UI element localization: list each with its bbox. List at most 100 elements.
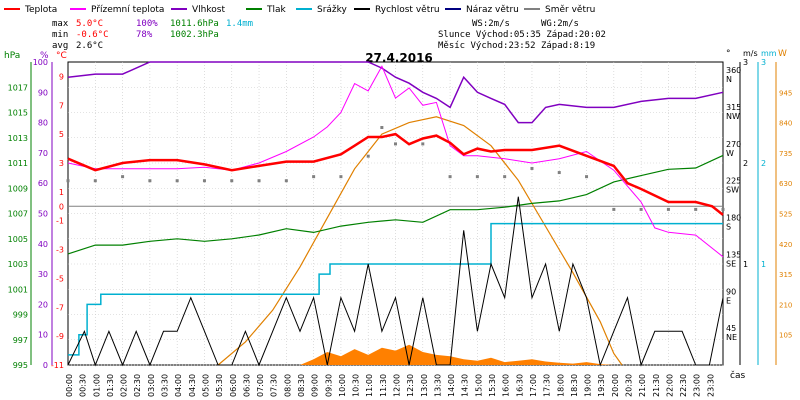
tick-x-41: 20:30	[624, 374, 633, 397]
tick-solar-0: 945	[779, 89, 792, 97]
legend-label-2: Vlhkost	[192, 5, 225, 15]
tick-hpa-2: 1013	[8, 134, 28, 143]
wind-dir-point-11	[366, 154, 370, 158]
tick-x-36: 18:00	[556, 374, 565, 397]
tick-x-11: 05:30	[215, 374, 224, 397]
wind-dir-point-3	[148, 179, 152, 183]
stat-max-hum: 100%	[136, 19, 158, 29]
tick-dir-1: 315	[726, 103, 741, 112]
legend-label-1: Přízemní teplota	[91, 5, 164, 15]
tick-x-33: 16:30	[515, 374, 524, 397]
tick-x-42: 21:00	[638, 374, 647, 397]
stat-max-label: max	[52, 19, 69, 29]
legend-label-5: Rychlost větru	[375, 5, 440, 15]
tick-pct-8: 20	[38, 300, 48, 309]
wind-dir-point-14	[421, 142, 425, 146]
wind-dir-point-7	[257, 179, 261, 183]
tick-dir-name-0: N	[726, 75, 732, 84]
tick-x-24: 12:00	[393, 374, 402, 397]
wind-dir-point-6	[230, 179, 234, 183]
series-humidity	[67, 61, 724, 124]
axis-hpa-label: hPa	[4, 51, 20, 61]
stat-min-hum: 78%	[136, 30, 153, 40]
tick-x-20: 10:00	[338, 374, 347, 397]
axis-x-label: čas	[730, 370, 745, 381]
series-solar-theoretical	[217, 116, 623, 366]
wind-dir-point-17	[503, 175, 507, 179]
axis-pct-label: %	[40, 51, 49, 61]
tick-x-43: 21:30	[652, 374, 661, 397]
tick-dir-name-4: S	[726, 223, 731, 232]
tick-dir-6: 90	[726, 287, 736, 296]
stat-ws: WS:2m/s	[472, 19, 510, 29]
stat-max-press: 1011.6hPa	[170, 19, 219, 29]
tick-solar-5: 420	[779, 241, 792, 249]
tick-hpa-5: 1007	[8, 210, 28, 219]
axis-solar-label: W	[778, 49, 787, 59]
series-ground-temp	[67, 65, 724, 258]
tick-x-9: 04:30	[188, 374, 197, 397]
stat-avg-label: avg	[52, 41, 68, 51]
tick-hpa-9: 999	[13, 311, 28, 320]
tick-solar-1: 840	[779, 120, 792, 128]
tick-x-46: 23:00	[693, 374, 702, 397]
tick-x-0: 00:00	[65, 374, 74, 397]
wind-dir-point-22	[639, 207, 643, 211]
tick-hpa-3: 1011	[8, 159, 28, 168]
tick-solar-4: 525	[779, 211, 792, 219]
tick-solar-8: 105	[779, 332, 792, 340]
series-pressure	[67, 154, 724, 255]
tick-hpa-10: 997	[13, 336, 28, 345]
tick-temp-0: 9	[59, 72, 64, 81]
tick-x-21: 10:30	[352, 374, 361, 397]
tick-dir-name-3: SW	[726, 186, 739, 195]
tick-x-27: 13:30	[433, 374, 442, 397]
tick-x-14: 07:00	[256, 374, 265, 397]
tick-dir-name-7: NE	[726, 333, 737, 342]
tick-x-18: 09:00	[311, 374, 320, 397]
wind-dir-point-21	[612, 207, 616, 211]
tick-x-10: 05:00	[201, 374, 210, 397]
tick-rain-0: 3	[761, 58, 766, 67]
wind-dir-point-18	[530, 166, 534, 170]
tick-dir-name-1: NW	[726, 112, 740, 121]
legend-label-7: Směr větru	[545, 5, 595, 15]
tick-dir-3: 225	[726, 177, 741, 186]
tick-x-7: 03:30	[161, 374, 170, 397]
wind-dir-point-20	[585, 175, 589, 179]
stat-moon: Měsíc Východ:23:52 Západ:8:19	[438, 41, 595, 51]
tick-solar-3: 630	[779, 180, 792, 188]
tick-x-31: 15:30	[488, 374, 497, 397]
wind-dir-point-4	[175, 179, 179, 183]
tick-dir-0: 360	[726, 66, 741, 75]
tick-x-26: 13:00	[420, 374, 429, 397]
tick-pct-2: 80	[38, 119, 48, 128]
tick-hpa-7: 1003	[8, 260, 28, 269]
tick-dir-name-2: W	[726, 149, 734, 158]
tick-temp-10: -9	[56, 332, 64, 341]
tick-hpa-11: 995	[13, 361, 28, 370]
tick-temp-8: -5	[56, 274, 64, 283]
series-layer	[66, 61, 725, 367]
tick-temp-1: 7	[59, 101, 64, 110]
tick-pct-5: 50	[38, 210, 48, 219]
tick-x-30: 15:00	[474, 374, 483, 397]
tick-wind-2: 1	[743, 260, 748, 269]
tick-temp-9: -7	[56, 303, 64, 312]
wind-dir-point-13	[394, 142, 397, 146]
stat-avg-temp: 2.6°C	[76, 41, 103, 51]
wind-dir-point-23	[666, 207, 670, 211]
wind-dir-point-12	[380, 126, 384, 130]
tick-pct-7: 30	[38, 270, 48, 279]
tick-dir-7: 45	[726, 324, 736, 333]
tick-dir-5: 135	[726, 250, 741, 259]
axis-wind-label: m/s	[743, 49, 758, 58]
tick-hpa-6: 1005	[8, 235, 28, 244]
right-axes: 360N315NW270W225SW180S135SE90E45NE321321…	[726, 58, 792, 365]
tick-x-13: 06:30	[242, 374, 251, 397]
tick-temp-5: 0	[59, 202, 64, 211]
tick-x-4: 02:00	[120, 374, 129, 397]
tick-solar-6: 315	[779, 271, 792, 279]
wind-dir-point-19	[557, 171, 561, 175]
